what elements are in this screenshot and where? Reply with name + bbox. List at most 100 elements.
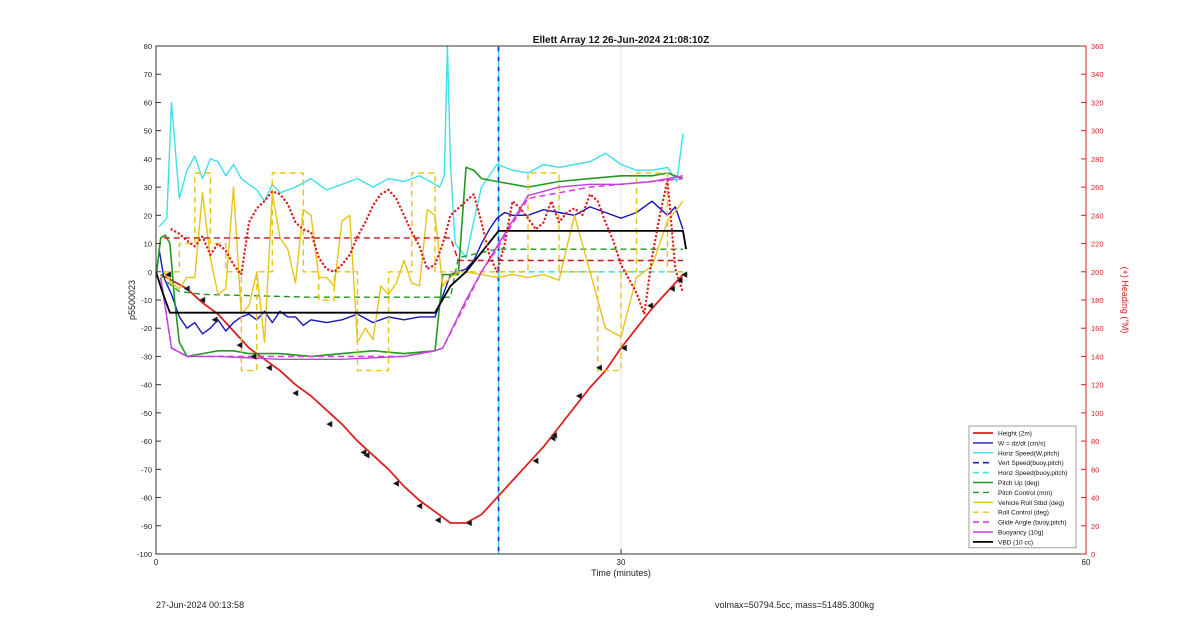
y2-tick-label: 60: [1091, 465, 1099, 474]
y-tick-label: -90: [141, 522, 152, 531]
series-line-2: [158, 45, 684, 259]
y2-tick-label: 180: [1091, 296, 1104, 305]
x-axis-label: Time (minutes): [591, 568, 651, 578]
y-tick-label: 10: [144, 240, 152, 249]
y-tick-label: 40: [144, 155, 152, 164]
height-marker: [532, 457, 539, 465]
y2-tick-label: 0: [1091, 550, 1095, 559]
y2-tick-label: 260: [1091, 183, 1104, 192]
legend-label: W = dz/dt (cm/s): [998, 440, 1046, 447]
y2-tick-label: 300: [1091, 127, 1104, 136]
height-marker: [620, 344, 627, 352]
y-tick-label: 30: [144, 183, 152, 192]
y-tick-label: -80: [141, 494, 152, 503]
y-tick-label: -60: [141, 437, 152, 446]
y2-axis-label: (+) Heading (°M): [1120, 267, 1130, 334]
y2-tick-label: 20: [1091, 522, 1099, 531]
series-line-5: [155, 166, 684, 358]
height-marker: [646, 302, 654, 310]
axes-layer: 0 30 60-100-90-80-70-60-50-40-30-20-100102…: [137, 42, 1104, 567]
height-marker: [250, 353, 257, 360]
legend-label: Height (2m): [998, 431, 1032, 438]
height-marker: [668, 285, 675, 293]
height-marker: [265, 364, 272, 372]
x-tick-label: 30: [617, 558, 626, 567]
legend-label: Horiz Speed(W,pitch): [998, 450, 1059, 457]
x-tick-label: 0: [154, 558, 159, 567]
y2-tick-label: 360: [1091, 42, 1104, 51]
legend-label: Roll Control (deg): [998, 510, 1049, 517]
height-marker: [595, 364, 603, 372]
y-tick-label: -70: [141, 465, 152, 474]
y-tick-label: 60: [144, 98, 152, 107]
y-tick-label: -50: [141, 409, 152, 418]
legend-label: Pitch Up (deg): [998, 480, 1040, 487]
height-marker: [326, 420, 333, 428]
y2-tick-label: 280: [1091, 155, 1104, 164]
legend-label: VBD (10 cc): [998, 539, 1033, 546]
legend: Height (2m) W = dz/dt (cm/s) Horiz Speed(W…: [968, 425, 1077, 549]
series-line-0: [160, 273, 684, 524]
legend-label: Vehicle Roll Stbd (deg): [998, 500, 1064, 507]
chart-title: Ellett Array 12 26-Jun-2024 21:08:10Z: [533, 35, 709, 46]
y2-tick-label: 80: [1091, 437, 1099, 446]
footer-volmax-mass: volmax=50794.5cc, mass=51485.300kg: [715, 600, 875, 610]
height-marker: [211, 316, 218, 324]
series-line-12: [170, 178, 685, 316]
y-tick-label: 50: [144, 127, 152, 136]
height-marker: [550, 432, 558, 439]
legend-label: Glide Angle (buoy,pitch): [998, 520, 1067, 527]
y2-tick-label: 320: [1091, 98, 1104, 107]
height-marker: [575, 392, 582, 400]
footer-timestamp: 27-Jun-2024 00:13:58: [156, 600, 245, 610]
height-marker: [681, 271, 688, 279]
series-line-11: [155, 229, 687, 314]
y2-tick-label: 220: [1091, 240, 1104, 249]
y-tick-label: 80: [144, 42, 152, 51]
legend-label: Horiz Speed(buoy,pitch): [998, 470, 1067, 477]
y2-tick-label: 200: [1091, 268, 1104, 277]
legend-label: Vert Speed(buoy,pitch): [998, 460, 1064, 467]
legend-label: Buoyancy (10g): [998, 530, 1044, 537]
y-tick-label: -40: [141, 381, 152, 390]
series-line-6: [160, 248, 683, 298]
height-marker: [291, 389, 299, 397]
legend-box: [968, 425, 1077, 549]
height-marker: [465, 519, 472, 527]
y2-tick-label: 160: [1091, 324, 1104, 333]
y-tick-label: -10: [141, 296, 152, 305]
height-marker: [164, 271, 172, 279]
y2-tick-label: 120: [1091, 381, 1104, 390]
x-tick-label: 60: [1082, 558, 1091, 567]
series-line-7: [163, 186, 684, 343]
y2-tick-label: 40: [1091, 494, 1099, 503]
y2-tick-label: 340: [1091, 70, 1104, 79]
y-tick-label: 0: [148, 268, 152, 277]
y-tick-label: -30: [141, 352, 152, 361]
legend-label: Pitch Control (mm): [998, 490, 1052, 497]
y-tick-label: 20: [144, 211, 152, 220]
series-line-10: [160, 175, 684, 360]
height-marker: [676, 276, 683, 284]
height-marker: [434, 516, 441, 524]
height-marker: [236, 341, 243, 349]
series-line-1: [158, 200, 684, 335]
markers-layer: [164, 271, 688, 527]
height-marker: [392, 480, 399, 487]
y-tick-label: -100: [137, 550, 152, 559]
y-tick-label: -20: [141, 324, 152, 333]
height-marker: [363, 451, 370, 459]
y2-tick-label: 240: [1091, 211, 1104, 220]
y-axis-label: p5500023: [127, 280, 137, 320]
y2-tick-label: 100: [1091, 409, 1104, 418]
series-line-13: [163, 237, 683, 262]
height-marker: [198, 296, 206, 304]
y2-tick-label: 140: [1091, 352, 1104, 361]
y-tick-label: 70: [144, 70, 152, 79]
series-layer: [155, 45, 687, 554]
height-marker: [183, 285, 190, 293]
series-line-8: [163, 172, 683, 372]
height-marker: [360, 448, 367, 456]
height-marker: [415, 502, 423, 510]
